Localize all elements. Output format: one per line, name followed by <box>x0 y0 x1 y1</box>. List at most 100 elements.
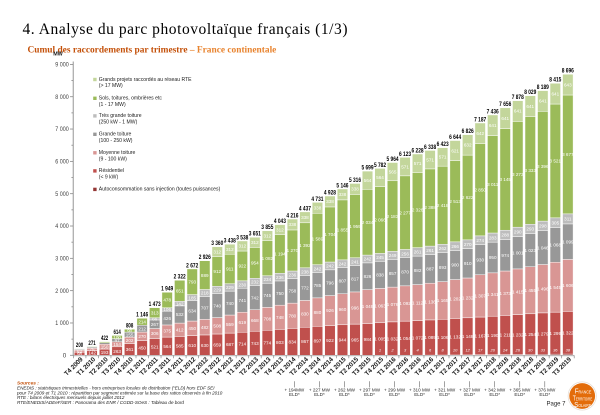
svg-text:3 521: 3 521 <box>550 159 562 164</box>
svg-text:62: 62 <box>77 349 83 354</box>
svg-text:1 132: 1 132 <box>449 334 461 339</box>
svg-text:1 005: 1 005 <box>374 337 386 342</box>
svg-text:743: 743 <box>251 341 259 346</box>
svg-text:2 000: 2 000 <box>55 288 69 295</box>
svg-text:2: 2 <box>390 347 394 352</box>
svg-text:242: 242 <box>326 264 334 269</box>
svg-text:+ 262 MW: + 262 MW <box>334 388 356 393</box>
svg-text:ELD*: ELD* <box>364 392 375 397</box>
svg-text:263: 263 <box>113 349 121 354</box>
svg-text:306: 306 <box>151 331 159 336</box>
svg-text:2 034: 2 034 <box>362 220 374 225</box>
svg-text:1 606: 1 606 <box>562 283 574 288</box>
svg-text:1 082: 1 082 <box>262 256 274 261</box>
svg-text:238: 238 <box>301 269 309 274</box>
svg-text:2 513: 2 513 <box>449 199 461 204</box>
svg-text:66: 66 <box>152 317 158 322</box>
svg-text:1 063: 1 063 <box>374 303 386 308</box>
svg-text:293: 293 <box>526 227 534 232</box>
svg-text:571: 571 <box>426 157 434 162</box>
svg-text:659: 659 <box>213 342 221 347</box>
svg-text:2 418: 2 418 <box>437 203 449 208</box>
svg-text:996: 996 <box>351 306 359 311</box>
svg-text:910: 910 <box>464 261 472 266</box>
svg-text:17: 17 <box>478 347 483 352</box>
svg-text:202: 202 <box>126 338 134 343</box>
svg-text:785: 785 <box>314 283 322 288</box>
svg-text:1 232: 1 232 <box>512 332 524 337</box>
svg-text:+ 227 MW: + 227 MW <box>309 388 331 393</box>
svg-text:193: 193 <box>101 350 109 355</box>
svg-text:38: 38 <box>566 347 571 352</box>
svg-text:922: 922 <box>326 338 334 343</box>
svg-text:954: 954 <box>251 260 259 265</box>
svg-text:4 216: 4 216 <box>286 212 298 219</box>
svg-text:1 455: 1 455 <box>525 288 537 293</box>
svg-text:870: 870 <box>401 269 409 274</box>
svg-text:154: 154 <box>113 342 121 347</box>
svg-text:290: 290 <box>514 230 522 235</box>
svg-text:8 696: 8 696 <box>562 68 574 75</box>
svg-text:641: 641 <box>551 91 559 96</box>
svg-text:740: 740 <box>226 301 234 306</box>
svg-text:312: 312 <box>264 233 272 238</box>
svg-text:3 000: 3 000 <box>55 256 69 263</box>
svg-text:610: 610 <box>188 343 196 348</box>
svg-text:634: 634 <box>188 308 196 313</box>
svg-text:ELD*: ELD* <box>489 392 500 397</box>
svg-text:1 254: 1 254 <box>525 332 537 337</box>
svg-text:3 438: 3 438 <box>224 238 236 245</box>
svg-text:8 029: 8 029 <box>524 89 536 96</box>
svg-text:338: 338 <box>351 187 359 192</box>
svg-text:564: 564 <box>364 178 372 183</box>
svg-text:266: 266 <box>451 244 459 249</box>
svg-text:30: 30 <box>528 347 533 352</box>
svg-text:3: 3 <box>404 347 407 352</box>
svg-text:5 316: 5 316 <box>349 177 361 184</box>
svg-text:571: 571 <box>414 161 422 166</box>
svg-text:1 322: 1 322 <box>562 330 574 335</box>
svg-text:312: 312 <box>226 247 234 252</box>
svg-text:0: 0 <box>63 353 67 360</box>
svg-text:1 099: 1 099 <box>562 239 574 244</box>
svg-text:651: 651 <box>176 288 184 293</box>
svg-text:1 473: 1 473 <box>149 301 161 308</box>
svg-text:245: 245 <box>376 255 384 260</box>
svg-text:261: 261 <box>426 248 434 253</box>
svg-text:889: 889 <box>201 273 209 278</box>
svg-text:261: 261 <box>414 250 422 255</box>
svg-text:267: 267 <box>151 322 159 327</box>
svg-text:SOLAIRE: SOLAIRE <box>574 400 591 409</box>
svg-text:3 677: 3 677 <box>562 152 574 157</box>
svg-text:641: 641 <box>514 109 522 114</box>
svg-text:+ 297 MW: + 297 MW <box>359 388 381 393</box>
svg-text:740: 740 <box>213 303 221 308</box>
svg-text:7 000: 7 000 <box>55 126 69 133</box>
svg-text:155: 155 <box>126 332 134 337</box>
svg-text:965: 965 <box>351 337 359 342</box>
svg-text:270: 270 <box>138 334 146 339</box>
svg-text:90: 90 <box>127 328 133 333</box>
svg-text:1 092: 1 092 <box>399 301 411 306</box>
svg-text:1 072: 1 072 <box>412 336 424 341</box>
svg-text:1 106: 1 106 <box>437 335 449 340</box>
svg-text:745: 745 <box>264 293 272 298</box>
svg-text:4. Analyse du parc photovoltaï: 4. Analyse du parc photovoltaïque frança… <box>23 21 349 38</box>
svg-text:426: 426 <box>163 316 171 321</box>
svg-text:(1 - 17 MW): (1 - 17 MW) <box>99 102 126 108</box>
svg-text:2 326: 2 326 <box>412 208 424 213</box>
svg-text:1 232: 1 232 <box>462 296 474 301</box>
svg-text:1 307: 1 307 <box>474 294 486 299</box>
svg-text:288: 288 <box>501 233 509 238</box>
svg-text:5 964: 5 964 <box>387 156 399 163</box>
svg-text:75: 75 <box>90 347 96 352</box>
svg-text:4 000: 4 000 <box>55 223 69 230</box>
svg-text:3 396: 3 396 <box>537 164 549 169</box>
svg-text:882: 882 <box>414 268 422 273</box>
svg-text:12: 12 <box>465 347 470 352</box>
svg-text:142: 142 <box>176 301 184 306</box>
svg-text:521: 521 <box>151 345 159 350</box>
svg-text:1 299: 1 299 <box>550 331 562 336</box>
svg-text:7 436: 7 436 <box>487 108 499 115</box>
svg-text:(250 kW - 1 MW): (250 kW - 1 MW) <box>99 120 138 126</box>
